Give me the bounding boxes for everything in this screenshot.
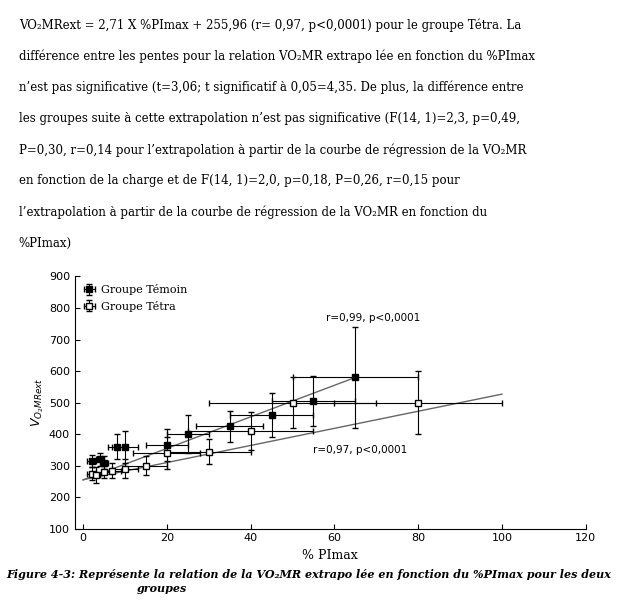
Legend: Groupe Témoin, Groupe Tétra: Groupe Témoin, Groupe Tétra: [80, 282, 190, 314]
Text: VO₂MRext = 2,71 X %PImax + 255,96 (r= 0,97, p<0,0001) pour le groupe Tétra. La: VO₂MRext = 2,71 X %PImax + 255,96 (r= 0,…: [19, 18, 521, 31]
Text: r=0,97, p<0,0001: r=0,97, p<0,0001: [313, 445, 407, 455]
Text: les groupes suite à cette extrapolation n’est pas significative (F(14, 1)=2,3, p: les groupes suite à cette extrapolation …: [19, 112, 520, 125]
Text: en fonction de la charge et de F(14, 1)=2,0, p=0,18, P=0,26, r=0,15 pour: en fonction de la charge et de F(14, 1)=…: [19, 174, 459, 188]
Text: r=0,99, p<0,0001: r=0,99, p<0,0001: [326, 313, 421, 323]
Text: groupes: groupes: [137, 583, 188, 594]
Text: %PImax): %PImax): [19, 237, 72, 250]
Text: différence entre les pentes pour la relation VO₂MR extrapo lée en fonction du %P: différence entre les pentes pour la rela…: [19, 49, 535, 63]
X-axis label: % PImax: % PImax: [302, 549, 358, 561]
Text: l’extrapolation à partir de la courbe de régression de la VO₂MR en fonction du: l’extrapolation à partir de la courbe de…: [19, 206, 487, 219]
Text: n’est pas significative (t=3,06; t significatif à 0,05=4,35. De plus, la différe: n’est pas significative (t=3,06; t signi…: [19, 81, 523, 94]
Text: P=0,30, r=0,14 pour l’extrapolation à partir de la courbe de régression de la VO: P=0,30, r=0,14 pour l’extrapolation à pa…: [19, 143, 526, 156]
Text: Figure 4-3: Représente la relation de la VO₂MR extrapo lée en fonction du %PImax: Figure 4-3: Représente la relation de la…: [6, 569, 611, 580]
Y-axis label: $V_{O_2MRext}$: $V_{O_2MRext}$: [29, 378, 46, 427]
